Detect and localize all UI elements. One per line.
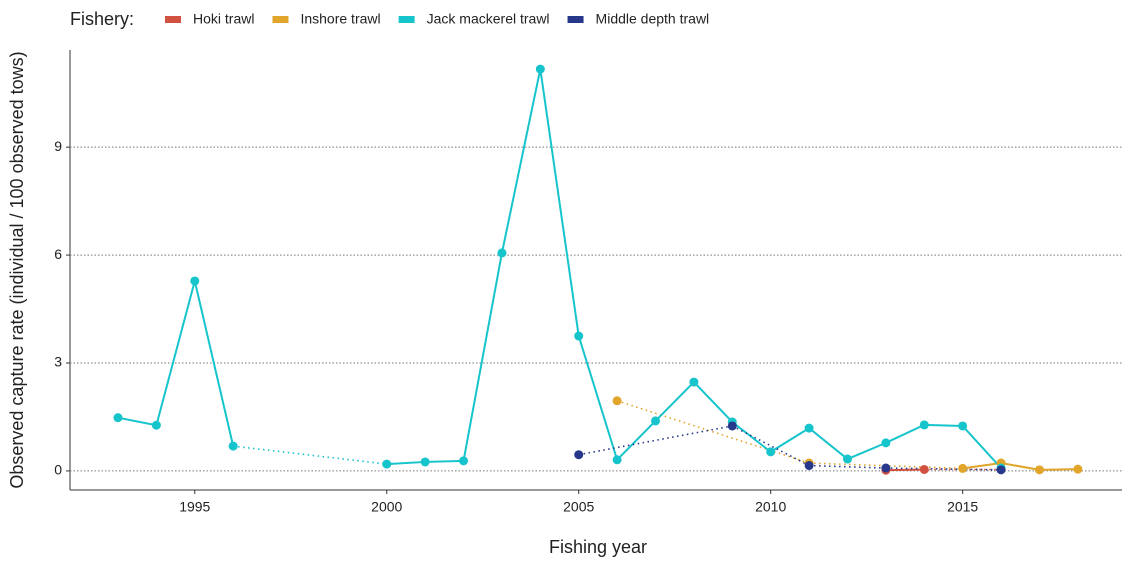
gap-bridge — [885, 467, 1002, 471]
series-line — [386, 68, 1002, 469]
data-point — [919, 464, 929, 474]
legend-label: Inshore trawl — [300, 11, 380, 27]
legend-label: Jack mackerel trawl — [427, 11, 550, 27]
data-point — [228, 441, 238, 451]
data-point — [727, 421, 737, 431]
data-point — [651, 416, 661, 426]
x-tick-label: 2005 — [563, 499, 594, 515]
legend-swatch — [398, 16, 415, 23]
data-point — [804, 461, 814, 471]
data-point — [574, 331, 584, 341]
y-axis-label: Observed capture rate (individual / 100 … — [7, 51, 27, 488]
data-point — [958, 463, 968, 473]
data-point — [919, 420, 929, 430]
legend-label: Middle depth trawl — [596, 11, 710, 27]
data-point — [190, 276, 200, 286]
data-point — [881, 463, 891, 473]
data-point — [459, 456, 469, 466]
data-point — [497, 248, 507, 258]
data-point — [958, 421, 968, 431]
data-point — [382, 459, 392, 469]
y-tick-label: 6 — [54, 246, 62, 262]
legend-swatch — [567, 16, 584, 23]
data-point — [535, 64, 545, 74]
x-tick-label: 2015 — [947, 499, 978, 515]
gap-bridge — [616, 400, 810, 464]
data-point — [1073, 464, 1083, 474]
x-tick-label: 2010 — [755, 499, 786, 515]
x-tick-label: 1995 — [179, 499, 210, 515]
data-point — [612, 396, 622, 406]
data-point — [766, 447, 776, 457]
x-tick-label: 2000 — [371, 499, 402, 515]
legend-swatch — [272, 16, 289, 23]
x-axis-label: Fishing year — [549, 537, 647, 557]
legend-title: Fishery: — [70, 9, 134, 29]
data-point — [881, 438, 891, 448]
data-point — [804, 423, 814, 433]
data-point — [113, 413, 123, 423]
series-line — [885, 468, 925, 472]
data-point — [996, 465, 1006, 475]
data-point — [612, 455, 622, 465]
gap-bridge — [578, 425, 733, 456]
y-tick-label: 3 — [54, 354, 62, 370]
y-tick-label: 9 — [54, 138, 62, 154]
data-point — [574, 450, 584, 460]
gap-bridge — [731, 425, 810, 467]
gap-bridge — [809, 462, 963, 470]
data-point — [151, 420, 161, 430]
data-point — [842, 454, 852, 464]
series-line — [962, 462, 1078, 471]
series-line — [117, 280, 235, 447]
y-tick-label: 0 — [54, 462, 62, 478]
legend-label: Hoki trawl — [193, 11, 254, 27]
data-point — [1034, 465, 1044, 475]
gap-bridge — [233, 445, 387, 465]
legend-swatch — [165, 16, 181, 23]
data-point — [689, 377, 699, 387]
data-point — [420, 457, 430, 467]
